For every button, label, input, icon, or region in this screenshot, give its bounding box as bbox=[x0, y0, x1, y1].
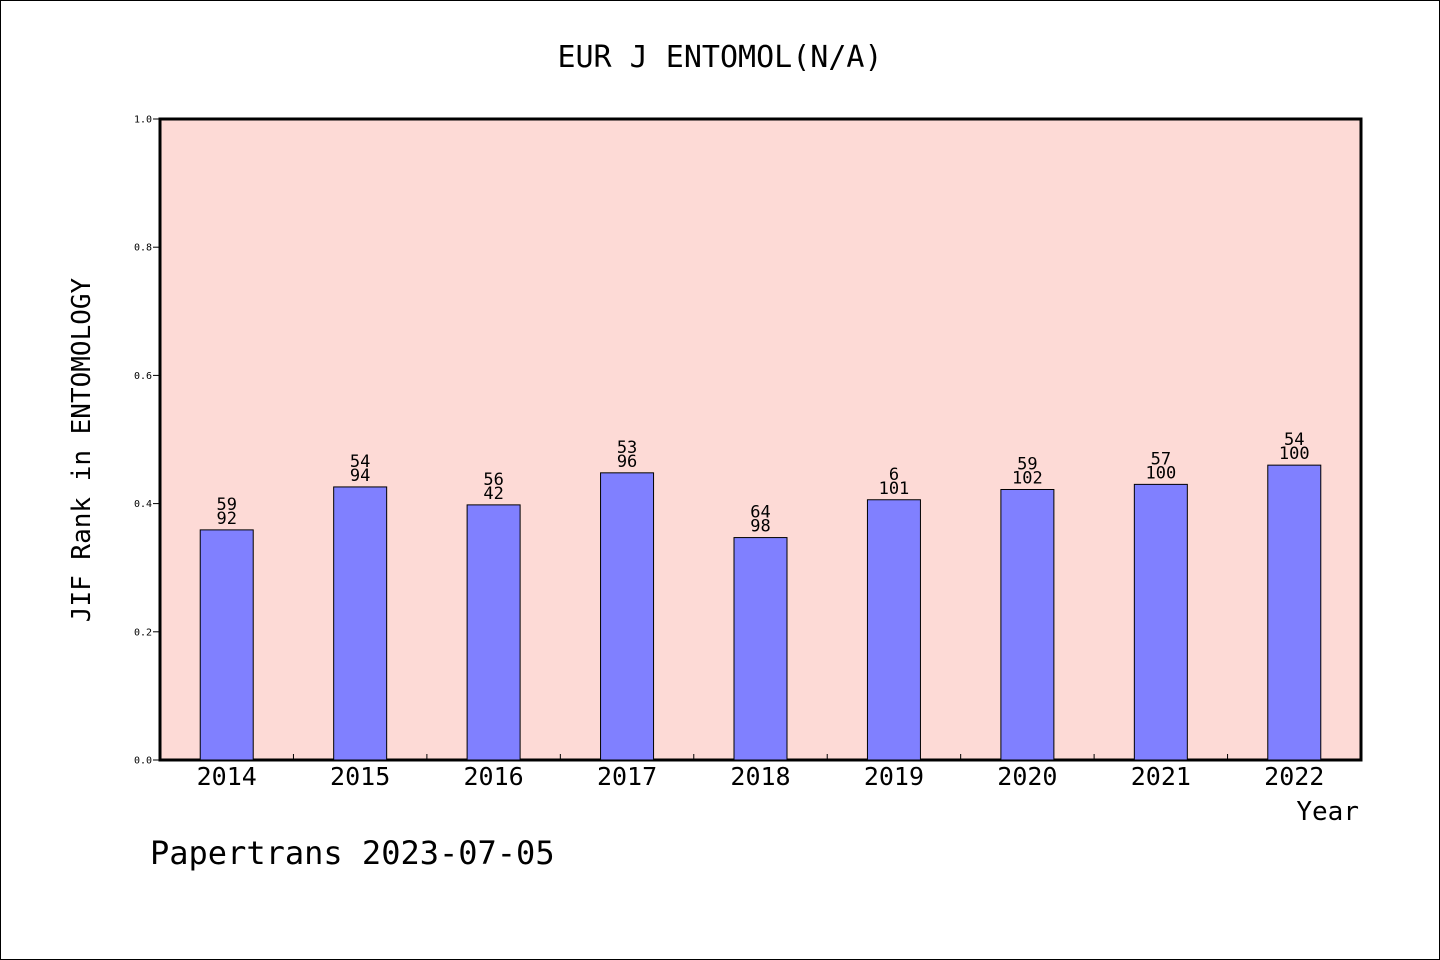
bar-rank-label: 54 bbox=[350, 452, 370, 472]
bar-total-label: 94 bbox=[350, 466, 370, 486]
bar bbox=[333, 486, 388, 761]
bar-rank-label: 6 bbox=[889, 465, 899, 485]
x-tick-label: 2015 bbox=[330, 762, 390, 791]
x-tick-label: 2018 bbox=[730, 762, 790, 791]
footer-text: Papertrans 2023-07-05 bbox=[150, 834, 555, 872]
bar bbox=[199, 529, 254, 761]
bar-rank-label: 59 bbox=[216, 495, 236, 515]
bar-total-label: 92 bbox=[216, 509, 236, 529]
bar bbox=[466, 504, 521, 761]
bar bbox=[866, 499, 921, 761]
bar bbox=[1000, 488, 1055, 761]
x-tick-label: 2022 bbox=[1264, 762, 1324, 791]
x-tick-label: 2014 bbox=[197, 762, 257, 791]
bar-rank-label: 59 bbox=[1017, 454, 1037, 474]
y-tick-label: 0.0 bbox=[134, 756, 152, 767]
y-tick-label: 0.6 bbox=[134, 371, 152, 382]
y-tick-label: 0.4 bbox=[134, 499, 152, 510]
bar-rank-label: 64 bbox=[750, 503, 770, 523]
x-tick-label: 2017 bbox=[597, 762, 657, 791]
bar-rank-label: 57 bbox=[1151, 449, 1171, 469]
bar-rank-label: 56 bbox=[483, 470, 503, 490]
y-tick-label: 0.8 bbox=[134, 243, 152, 254]
bar-total-label: 42 bbox=[483, 484, 503, 504]
y-axis: 0.0 0.2 0.4 0.6 0.8 1.0 bbox=[134, 115, 160, 767]
bar bbox=[733, 537, 788, 761]
x-tick-label: 2020 bbox=[997, 762, 1057, 791]
x-tick-label: 2019 bbox=[864, 762, 924, 791]
bar-total-label: 100 bbox=[1279, 444, 1310, 464]
x-axis-label: Year bbox=[1296, 797, 1359, 827]
bar-total-label: 101 bbox=[879, 479, 910, 499]
bar-total-label: 102 bbox=[1012, 468, 1043, 488]
chart-title: EUR J ENTOMOL(N/A) bbox=[557, 40, 882, 75]
bar-total-label: 100 bbox=[1145, 463, 1176, 483]
bar bbox=[1267, 464, 1322, 761]
y-tick-label: 1.0 bbox=[134, 115, 152, 126]
bar-total-label: 96 bbox=[617, 452, 637, 472]
bar bbox=[1133, 483, 1188, 761]
x-tick-label: 2021 bbox=[1131, 762, 1191, 791]
x-tick-label: 2016 bbox=[464, 762, 524, 791]
bar-rank-label: 53 bbox=[617, 438, 637, 458]
bar bbox=[600, 472, 655, 761]
bar-total-label: 98 bbox=[750, 517, 770, 537]
y-tick-label: 0.2 bbox=[134, 627, 152, 638]
bar-rank-label: 54 bbox=[1284, 430, 1304, 450]
x-axis: 2014 2015 2016 2017 2018 2019 2020 2021 2022 bbox=[197, 754, 1324, 791]
y-axis-label: JIF Rank in ENTOMOLOGY bbox=[67, 277, 97, 622]
